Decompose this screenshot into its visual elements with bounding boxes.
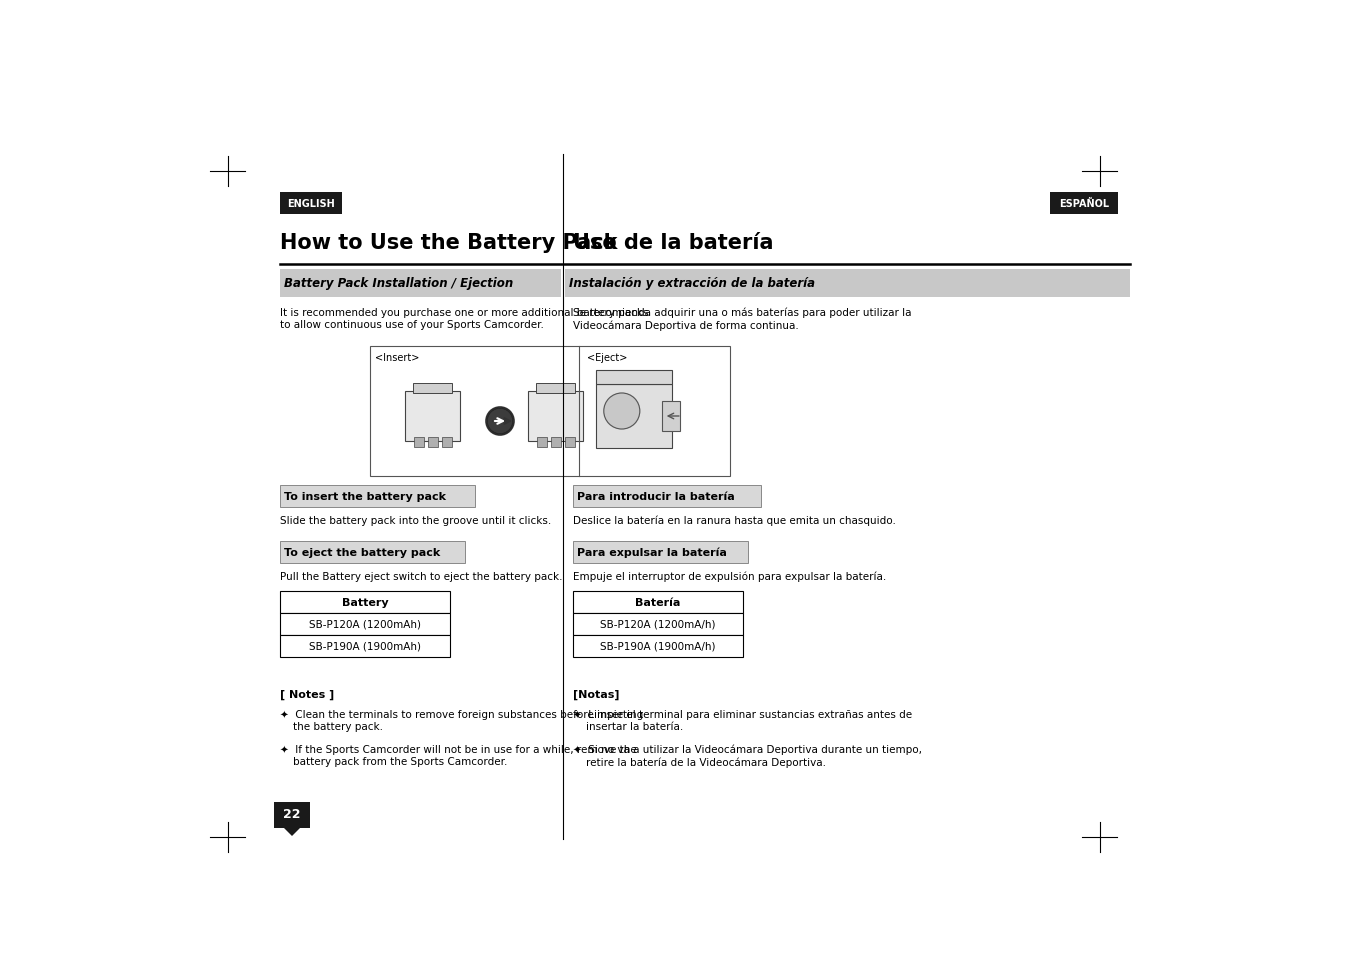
Bar (572, 614, 742, 636)
Text: SB-P120A (1200mA/h): SB-P120A (1200mA/h) (601, 619, 716, 629)
Bar (566, 437, 575, 448)
Bar (536, 384, 575, 394)
Text: 22: 22 (284, 807, 301, 821)
Polygon shape (284, 828, 300, 836)
Text: Para introducir la batería: Para introducir la batería (576, 492, 734, 501)
Text: How to Use the Battery Pack: How to Use the Battery Pack (279, 233, 617, 253)
Bar (279, 636, 450, 658)
Bar (572, 541, 748, 563)
Text: Battery Pack Installation / Ejection: Battery Pack Installation / Ejection (284, 277, 513, 291)
Bar (279, 592, 450, 614)
Text: Pull the Battery eject switch to eject the battery pack.: Pull the Battery eject switch to eject t… (279, 572, 563, 581)
Bar (441, 437, 452, 448)
Bar (428, 437, 437, 448)
Circle shape (603, 394, 640, 430)
Text: <Eject>: <Eject> (587, 353, 628, 363)
Text: [ Notes ]: [ Notes ] (279, 689, 335, 700)
Text: Instalación y extracción de la batería: Instalación y extracción de la batería (568, 277, 815, 291)
Text: To eject the battery pack: To eject the battery pack (284, 547, 440, 558)
Bar (528, 392, 583, 441)
Text: ✦  Clean the terminals to remove foreign substances before inserting
    the bat: ✦ Clean the terminals to remove foreign … (279, 709, 643, 731)
Text: ESPAÑOL: ESPAÑOL (1058, 199, 1110, 209)
Text: ENGLISH: ENGLISH (288, 199, 335, 209)
Bar (279, 193, 342, 214)
Text: Se recomienda adquirir una o más baterías para poder utilizar la
Videocámara Dep: Se recomienda adquirir una o más batería… (572, 308, 911, 331)
Bar (566, 270, 1130, 297)
Bar (413, 384, 452, 394)
Bar (405, 392, 460, 441)
Bar (274, 802, 310, 828)
Text: Batería: Batería (636, 598, 680, 607)
Bar (279, 485, 475, 507)
Bar (370, 347, 730, 476)
Bar (279, 270, 562, 297)
Text: [Notas]: [Notas] (572, 689, 620, 700)
Circle shape (487, 409, 513, 435)
Bar (1050, 193, 1118, 214)
Text: Uso de la batería: Uso de la batería (572, 233, 774, 253)
Bar (537, 437, 547, 448)
Bar (662, 401, 680, 432)
Text: <Insert>: <Insert> (375, 353, 420, 363)
Bar (572, 592, 742, 614)
Bar (551, 437, 562, 448)
Text: ✦  If the Sports Camcorder will not be in use for a while, remove the
    batter: ✦ If the Sports Camcorder will not be in… (279, 744, 637, 766)
Bar (572, 485, 761, 507)
Bar (279, 614, 450, 636)
Bar (595, 385, 672, 449)
Bar (572, 636, 742, 658)
Text: Para expulsar la batería: Para expulsar la batería (576, 547, 726, 558)
Text: Battery: Battery (342, 598, 389, 607)
Text: SB-P120A (1200mAh): SB-P120A (1200mAh) (309, 619, 421, 629)
Text: Empuje el interruptor de expulsión para expulsar la batería.: Empuje el interruptor de expulsión para … (572, 572, 886, 582)
Bar (414, 437, 424, 448)
Text: ✦  Si no va a utilizar la Videocámara Deportiva durante un tiempo,
    retire la: ✦ Si no va a utilizar la Videocámara Dep… (572, 744, 922, 767)
Text: It is recommended you purchase one or more additional battery packs
to allow con: It is recommended you purchase one or mo… (279, 308, 648, 329)
Bar (279, 541, 464, 563)
Text: ✦  Limpie el terminal para eliminar sustancias extrañas antes de
    insertar la: ✦ Limpie el terminal para eliminar susta… (572, 709, 913, 731)
Text: SB-P190A (1900mAh): SB-P190A (1900mAh) (309, 641, 421, 651)
Text: To insert the battery pack: To insert the battery pack (284, 492, 446, 501)
Text: Deslice la batería en la ranura hasta que emita un chasquido.: Deslice la batería en la ranura hasta qu… (572, 516, 896, 526)
Bar (595, 371, 672, 385)
Text: SB-P190A (1900mA/h): SB-P190A (1900mA/h) (601, 641, 716, 651)
Text: Slide the battery pack into the groove until it clicks.: Slide the battery pack into the groove u… (279, 516, 551, 525)
